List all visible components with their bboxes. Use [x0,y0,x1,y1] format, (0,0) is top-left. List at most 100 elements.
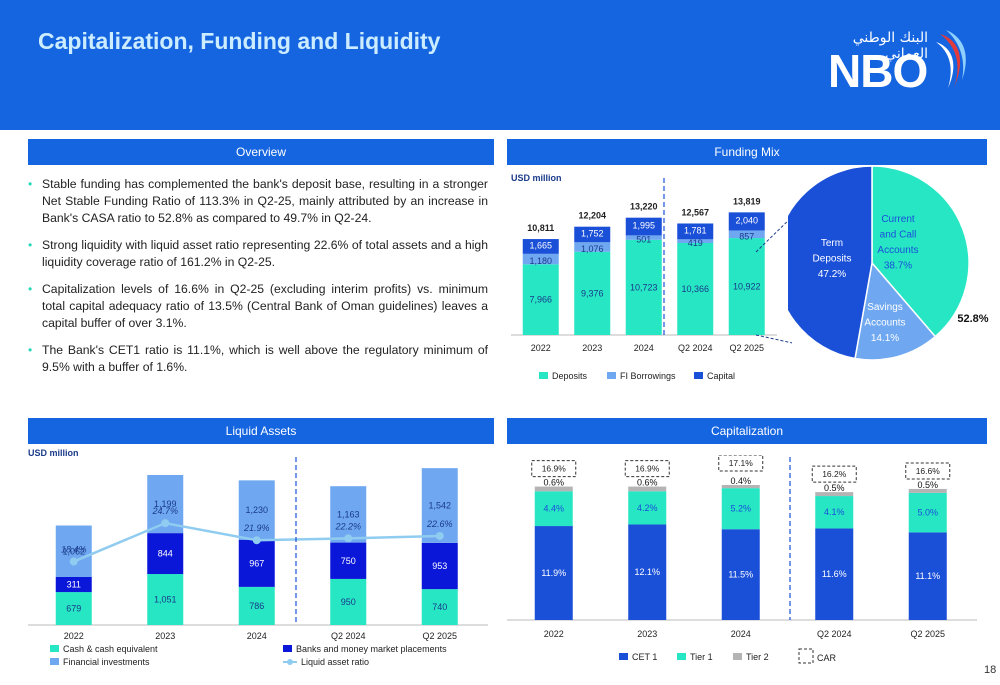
legend-banks-placements-swatch [283,645,292,652]
liquid-ratio-marker [252,536,261,545]
funding-bar-value-label: 1,180 [529,256,552,266]
cap-bar-tier-1 [721,488,760,530]
legend-deposits-swatch [539,372,548,379]
pie-slice-label: 14.1% [871,333,899,344]
funding-bar-value-label: 1,995 [632,221,655,231]
funding-bar-capital [574,226,611,243]
cap-bar-cet-1 [908,532,947,620]
cap-bar-value-label: 4.2% [637,503,658,513]
car-box [905,462,951,480]
funding-bar-deposits [522,264,559,335]
liquid-ratio-label: 24.7% [151,506,178,516]
section-liquid-assets-header: Liquid Assets [28,418,494,444]
casa-total-label: 52.8% [957,313,988,325]
cap-x-tick-label: 2022 [544,629,564,639]
liquid-bar-cash-cash-equivalent [421,589,458,625]
cap-bar-value-label: 4.1% [824,507,845,517]
page-number: 18 [984,664,997,676]
cap-bar-value-label: 4.4% [543,504,564,514]
pie-slice-label: Current [881,214,915,225]
legend-cash-swatch [50,645,59,652]
liquid-ratio-label: 22.6% [426,519,453,529]
cap-bar-value-label: 0.4% [730,476,751,486]
legend-financial-investments: Financial investments [63,657,150,667]
legend-cet1-swatch [619,653,628,660]
funding-bar-capital [625,217,662,236]
section-funding-mix-header: Funding Mix [507,139,987,165]
legend-tier1: Tier 1 [690,652,713,662]
pie-slice-label: Accounts [877,245,918,256]
liquid-bar-value-label: 844 [158,549,173,559]
liquid-bar-banks-and-money-market-placements [238,540,275,587]
liquid-bar-value-label: 1,230 [245,505,268,515]
car-box [624,460,670,478]
deposit-mix-pie-chart: Current and Call Accounts 38.7% Savings Accou… [788,165,989,361]
legend-banks-placements: Banks and money market placements [296,644,447,654]
funding-bar-value-label: 857 [739,231,754,241]
capitalization-chart: 11.9% 4.4% 0.6% 16.9% 2022 12.1% 4.2% 0.6% 16.9%… [507,455,977,664]
liquid-bar-cash-cash-equivalent [55,592,92,625]
pie-slice-label: Savings [867,302,903,313]
legend-deposits: Deposits [552,371,588,381]
page-title: Capitalization, Funding and Liquidity [38,28,441,54]
liquid-ratio-marker [69,557,78,566]
liquid-bar-financial-investments [330,486,367,543]
overview-text: Stable funding has complemented the bank… [28,176,488,386]
funding-bar-value-label: 1,781 [684,225,707,235]
liquid-ratio-marker [161,519,170,528]
liquid-bar-banks-and-money-market-placements [55,577,92,593]
liquid-x-tick-label: Q2 2025 [422,631,457,641]
liquid-bar-value-label: 1,199 [154,499,177,509]
funding-bar-capital [677,223,714,240]
funding-bar-value-label: 2,040 [735,215,758,225]
cap-bar-tier-2 [908,488,947,493]
funding-total-label: 13,220 [630,202,658,212]
liquid-bar-cash-cash-equivalent [330,578,367,625]
liquid-bar-value-label: 950 [341,597,356,607]
liquid-bar-value-label: 967 [249,558,264,568]
overview-bullet: The Bank's CET1 ratio is 11.1%, which is… [28,342,488,376]
funding-mix-chart: 7,966 1,180 1,665 10,811 2022 9,376 1,076 1,752… [511,178,792,381]
cap-bar-value-label: 11.5% [728,570,753,580]
car-label: 16.9% [542,464,567,474]
funding-total-label: 12,204 [578,211,606,221]
funding-bar-deposits [728,238,765,335]
legend-cet1: CET 1 [632,652,657,662]
cap-bar-value-label: 0.6% [637,478,658,488]
liquid-x-tick-label: Q2 2024 [331,631,366,641]
pie-slice-label: and Call [880,230,917,241]
cap-x-tick-label: 2023 [637,629,657,639]
liquid-ratio-label: 22.2% [334,521,361,531]
funding-bar-value-label: 501 [636,235,651,245]
funding-bar-deposits [574,251,611,335]
cap-bar-cet-1 [815,528,854,620]
funding-bar-fi-borrowings [677,239,714,244]
pie-slice [788,165,873,360]
pie-slice [854,261,937,361]
liquid-bar-value-label: 953 [432,561,447,571]
cap-bar-value-label: 11.9% [541,568,566,578]
funding-bar-value-label: 10,922 [733,282,761,292]
funding-bar-value-label: 1,752 [581,228,604,238]
liquid-assets-chart: 679 311 1,062 2022 1,051 844 1,199 2023 786 967 1,… [28,457,488,667]
funding-bar-value-label: 7,966 [529,295,552,305]
liquid-bar-value-label: 740 [432,602,447,612]
liquid-bar-value-label: 1,062 [62,546,85,556]
funding-bar-fi-borrowings [728,230,765,239]
funding-bar-deposits [677,243,714,335]
car-label: 16.6% [916,466,941,476]
cap-bar-value-label: 0.6% [543,478,564,488]
legend-financial-investments-swatch [50,658,59,665]
legend-capital: Capital [707,371,735,381]
liquid-bar-cash-cash-equivalent [238,586,275,625]
funding-bar-fi-borrowings [574,242,611,252]
liquid-ratio-marker [435,531,444,540]
car-box [811,465,857,483]
funding-bar-value-label: 10,723 [630,282,658,292]
cap-bar-value-label: 5.0% [917,508,938,518]
cap-bar-value-label: 0.5% [824,483,845,493]
cap-bar-cet-1 [628,524,667,620]
funding-bar-value-label: 1,665 [529,240,552,250]
page-header: Capitalization, Funding and Liquidity ال… [0,0,1000,130]
funding-x-tick-label: Q2 2025 [729,343,764,353]
